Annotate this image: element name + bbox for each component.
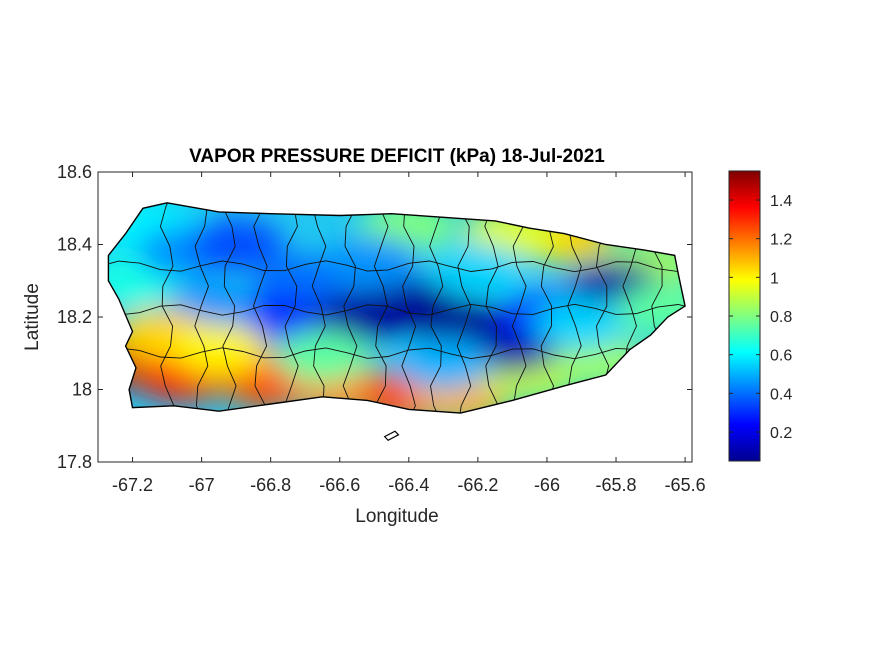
x-tick-label: -66.6 <box>319 475 360 495</box>
y-tick-label: 18.6 <box>57 162 92 182</box>
vpd-blob-32 <box>170 323 267 376</box>
municipal-line <box>456 202 472 414</box>
island-outline <box>107 202 686 414</box>
municipal-line <box>342 202 358 414</box>
colorbar-ticks: 0.2 0.4 0.6 0.8 1 1.2 1.4 <box>729 193 792 442</box>
x-axis-label: Longitude <box>355 506 438 527</box>
vpd-blob-26 <box>326 236 423 289</box>
x-tick-label: -65.8 <box>596 475 637 495</box>
municipal-line <box>108 303 686 316</box>
y-tick-label: 17.8 <box>57 452 92 472</box>
colorbar-tick-label: 1.4 <box>770 193 792 210</box>
offshore-island-0 <box>383 430 400 442</box>
x-tick-label: -67 <box>189 475 215 495</box>
vpd-blob-33 <box>616 283 686 336</box>
municipal-line <box>311 202 327 414</box>
x-tick-label: -66.4 <box>388 475 429 495</box>
colorbar-tick-label: 0.8 <box>770 309 792 326</box>
colorbar-tick-label: 0.2 <box>770 425 792 442</box>
y-axis-label: Latitude <box>22 283 43 351</box>
colorbar-tick-label: 1 <box>770 270 779 287</box>
municipal-line <box>221 202 237 414</box>
colorbar <box>728 170 761 462</box>
municipal-line <box>108 347 686 360</box>
x-tick-label: -67.2 <box>112 475 153 495</box>
map-title: VAPOR PRESSURE DEFICIT (kPa) 18-Jul-2021 <box>189 146 605 167</box>
vpd-blob-27 <box>429 243 526 296</box>
x-tick-label: -66 <box>534 475 560 495</box>
y-tick-label: 18.4 <box>57 235 92 255</box>
municipal-line <box>194 202 209 414</box>
municipal-line <box>253 202 268 414</box>
x-tick-label: -66.2 <box>457 475 498 495</box>
y-tick-label: 18 <box>72 380 92 400</box>
colorbar-tick-label: 1.2 <box>770 232 792 249</box>
x-axis-ticks: -67.2 -67 -66.8 -66.6 -66.4 -66.2 -66 -65.8 -65.… <box>112 172 706 495</box>
x-tick-label: -65.6 <box>665 475 706 495</box>
colorbar-tick-label: 0.4 <box>770 386 792 403</box>
vpd-blob-16 <box>188 218 285 271</box>
y-axis-ticks: 17.8 18 18.2 18.4 18.6 <box>57 162 692 472</box>
x-tick-label: -66.8 <box>250 475 291 495</box>
municipal-line <box>284 202 299 414</box>
vpd-blob-30 <box>395 338 492 391</box>
municipal-line <box>429 202 444 414</box>
y-tick-label: 18.2 <box>57 307 92 327</box>
municipal-line <box>108 260 686 273</box>
colorbar-tick-label: 0.6 <box>770 348 792 365</box>
offshore-islands <box>383 430 400 442</box>
municipal-boundaries <box>108 202 686 414</box>
vpd-blob-29 <box>274 330 371 383</box>
municipal-line <box>401 202 417 414</box>
